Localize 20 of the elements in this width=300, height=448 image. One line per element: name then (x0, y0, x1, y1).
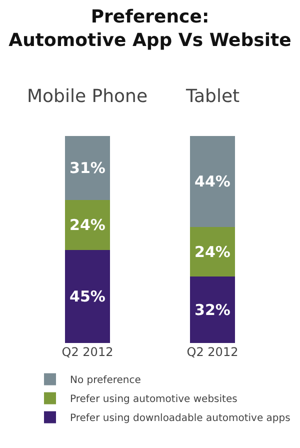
legend-label: Prefer using downloadable automotive apps (70, 413, 290, 424)
legend-label: No preference (70, 375, 141, 386)
bar (190, 136, 235, 228)
legend-label: Prefer using automotive websites (70, 394, 238, 406)
chart-title: Preference: Automotive App Vs Website (8, 6, 292, 51)
bar (190, 276, 235, 343)
data-label: 45% (70, 287, 106, 306)
data-label: 24% (70, 216, 106, 234)
data-label: 31% (70, 159, 106, 177)
text: Tablet (185, 86, 240, 107)
text: Mobile Phone (27, 86, 148, 107)
bar (190, 227, 235, 277)
bar (65, 250, 110, 343)
x-tick-label: Q2 2012 (186, 345, 238, 359)
bar (65, 136, 110, 200)
data-label: 44% (194, 172, 230, 190)
data-label: 32% (194, 300, 230, 319)
data-label: 24% (194, 242, 230, 261)
bar (65, 200, 110, 250)
x-tick-label: Q2 2012 (62, 345, 114, 359)
